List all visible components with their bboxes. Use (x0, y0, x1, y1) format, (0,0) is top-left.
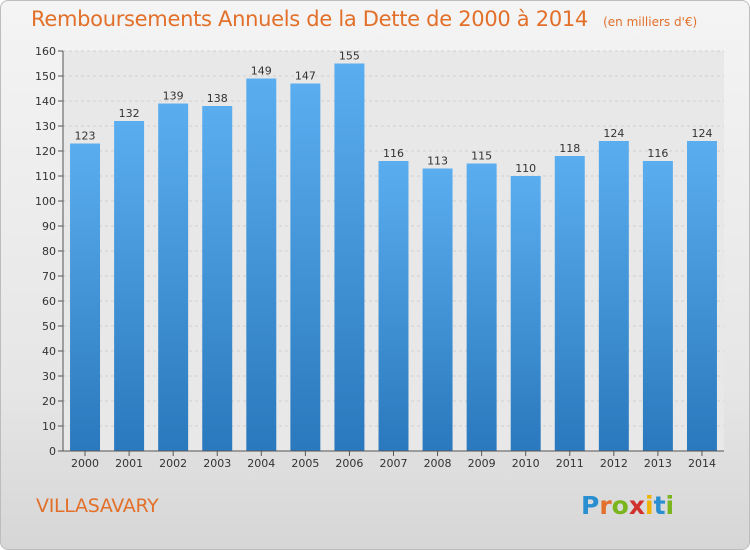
bar-chart: 123 132 139 138 149 147 155 116 113 115 110 118 124 1… (35, 45, 724, 470)
y-tick-label: 90 (42, 220, 56, 233)
x-tick-label: 2000 (71, 457, 99, 470)
x-tick-label: 2009 (468, 457, 496, 470)
bar (642, 161, 673, 451)
bar (466, 163, 497, 451)
x-tick-label: 2014 (688, 457, 716, 470)
bars: 123 132 139 138 149 147 155 116 113 115 110 118 124 1… (70, 50, 717, 451)
logo-letter: o (611, 491, 629, 520)
bar-value-label: 123 (75, 130, 96, 143)
y-tick-label: 70 (42, 270, 56, 283)
y-tick-label: 160 (35, 45, 56, 58)
logo-letter: r (599, 491, 612, 520)
y-tick-label: 120 (35, 145, 56, 158)
bar (334, 63, 365, 451)
bar (246, 78, 277, 451)
bar-value-label: 149 (251, 65, 272, 78)
y-tick-label: 50 (42, 320, 56, 333)
y-tick-label: 0 (49, 445, 56, 458)
bar-value-label: 116 (647, 147, 668, 160)
logo-letter: x (628, 491, 645, 520)
y-axis: 0 10 20 30 40 50 60 70 80 90 100 110 120 130 140 150 160 (35, 45, 64, 458)
bar (510, 176, 541, 451)
x-tick-label: 2011 (556, 457, 584, 470)
x-tick-label: 2008 (424, 457, 452, 470)
x-tick-label: 2010 (512, 457, 540, 470)
bar-value-label: 132 (119, 107, 140, 120)
logo-letter: i (665, 491, 675, 520)
x-tick-label: 2013 (644, 457, 672, 470)
y-tick-label: 20 (42, 395, 56, 408)
x-axis: 2000 2001 2002 2003 2004 2005 2006 2007 2008 2009… (63, 450, 724, 470)
x-tick-label: 2002 (159, 457, 187, 470)
bar (158, 103, 189, 451)
bar-value-label: 118 (559, 142, 580, 155)
bar-value-label: 124 (691, 127, 712, 140)
bar (554, 156, 585, 451)
y-tick-label: 100 (35, 195, 56, 208)
bar (378, 161, 409, 451)
y-tick-label: 10 (42, 420, 56, 433)
bar-value-label: 155 (339, 50, 360, 63)
bar (114, 121, 145, 451)
bar-value-label: 139 (163, 90, 184, 103)
logo-letter: P (581, 491, 600, 520)
commune-name: VILLASAVARY (36, 495, 159, 517)
bar (686, 141, 717, 451)
bar-value-label: 113 (427, 155, 448, 168)
bar (70, 143, 101, 451)
bar-value-label: 116 (383, 147, 404, 160)
chart-title: Remboursements Annuels de la Dette de 20… (31, 7, 697, 31)
bar-value-label: 124 (603, 127, 624, 140)
bar-value-label: 138 (207, 92, 228, 105)
x-tick-label: 2001 (115, 457, 143, 470)
y-tick-label: 110 (35, 170, 56, 183)
x-tick-label: 2006 (335, 457, 363, 470)
bar (290, 83, 321, 451)
proxiti-logo[interactable]: Proxiti (581, 491, 674, 520)
logo-letter: i (645, 491, 654, 520)
y-tick-label: 60 (42, 295, 56, 308)
bar (598, 141, 629, 451)
y-tick-label: 140 (35, 95, 56, 108)
x-tick-label: 2012 (600, 457, 628, 470)
x-tick-label: 2003 (203, 457, 231, 470)
bar-value-label: 115 (471, 150, 492, 163)
y-tick-label: 150 (35, 70, 56, 83)
bar-value-label: 147 (295, 70, 316, 83)
chart-unit: (en milliers d'€) (603, 15, 698, 29)
logo-letter: t (653, 491, 666, 520)
x-tick-label: 2004 (247, 457, 275, 470)
x-tick-label: 2005 (291, 457, 319, 470)
chart-title-text: Remboursements Annuels de la Dette de 20… (31, 7, 588, 31)
y-tick-label: 130 (35, 120, 56, 133)
bar (422, 168, 453, 451)
y-tick-label: 80 (42, 245, 56, 258)
y-tick-label: 40 (42, 345, 56, 358)
bar-value-label: 110 (515, 162, 536, 175)
bar (202, 106, 233, 451)
x-tick-label: 2007 (380, 457, 408, 470)
y-tick-label: 30 (42, 370, 56, 383)
